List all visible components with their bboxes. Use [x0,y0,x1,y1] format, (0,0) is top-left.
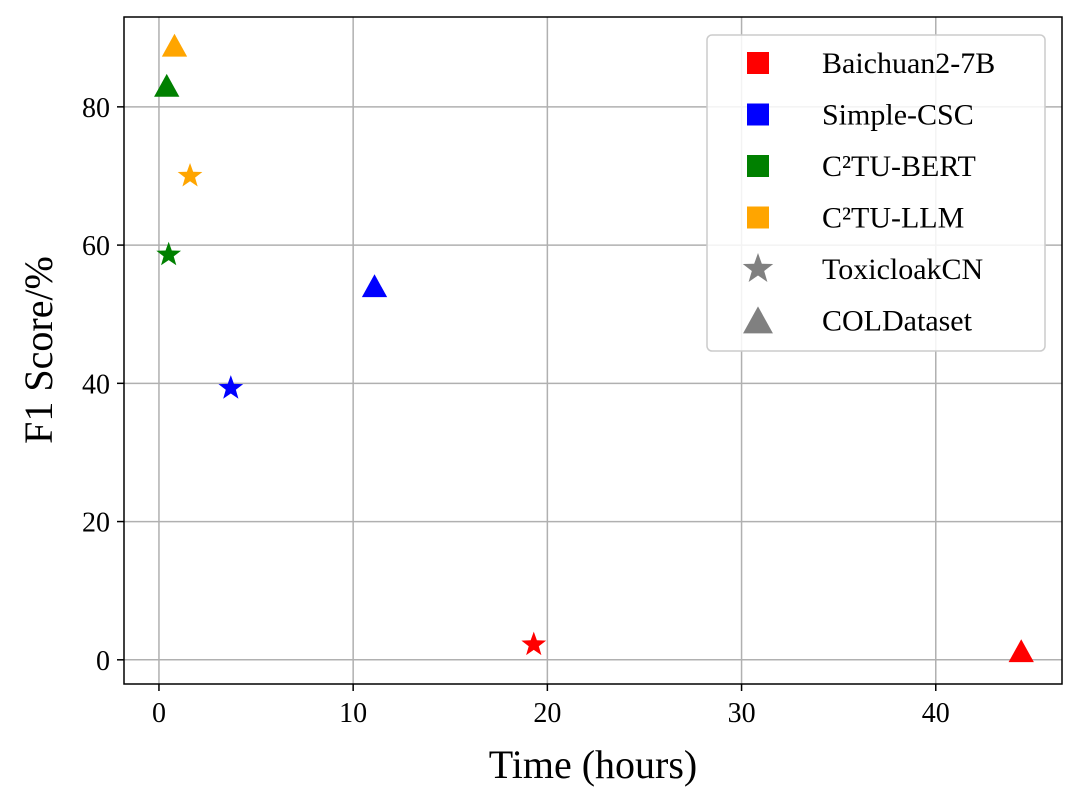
y-tick-label: 20 [82,508,110,539]
x-tick-label: 30 [728,698,756,729]
legend-label: ToxicloakCN [822,253,983,286]
x-tick-label: 0 [152,698,166,729]
x-tick-label: 20 [533,698,561,729]
y-tick-label: 0 [96,646,110,677]
data-point-triangle [161,33,188,57]
legend-label: Baichuan2-7B [822,47,995,80]
x-tick-label: 10 [339,698,367,729]
legend-label: COLDataset [822,305,973,338]
legend-triangle-marker [743,306,773,334]
y-axis-title: F1 Score/% [16,256,61,444]
y-tick-label: 80 [82,93,110,124]
plot-frame [123,16,1063,685]
legend-swatch [747,155,769,177]
axis-ticks: 0 10 20 30 40 0 20 40 60 80 [82,93,950,729]
legend-label: C²TU-LLM [822,202,964,235]
data-point-star [156,241,182,266]
data-point-star [521,631,547,656]
data-point-triangle [361,274,388,298]
legend: Baichuan2-7B Simple-CSC C²TU-BERT C²TU-LLM T… [706,34,1046,352]
legend-frame [706,34,1046,352]
x-axis-title: Time (hours) [489,742,698,787]
legend-label: C²TU-BERT [822,150,976,183]
y-tick-label: 60 [82,231,110,262]
data-point-star [218,375,244,399]
legend-swatch [747,206,769,229]
data-point-star [177,162,203,187]
data-points [154,33,1034,663]
x-tick-label: 40 [922,698,950,729]
legend-star-marker [742,253,774,282]
data-point-triangle [154,73,180,97]
legend-swatch [747,103,769,126]
legend-label: Simple-CSC [822,99,974,132]
data-point-triangle [1008,639,1034,663]
legend-swatch [747,52,769,74]
y-tick-label: 40 [82,369,110,400]
